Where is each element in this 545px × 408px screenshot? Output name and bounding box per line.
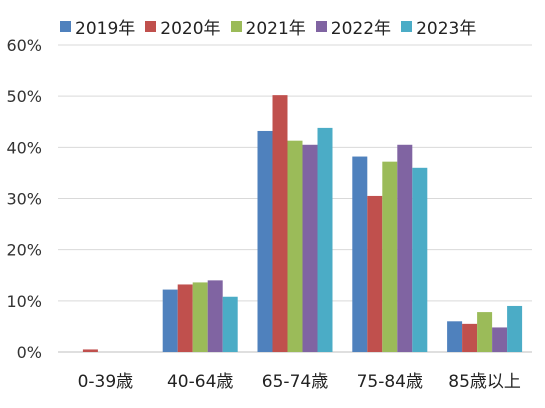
y-tick-label: 60% [6,36,42,55]
bar [162,289,178,352]
bars [82,95,523,352]
legend-item: 2021年 [230,14,306,39]
bar [287,140,303,352]
bar [367,195,383,352]
bar [317,127,333,352]
legend-label: 2019年 [75,19,136,39]
legend-swatch [145,21,157,32]
bar [302,144,318,352]
bar [507,305,523,352]
legend-label: 2020年 [160,19,221,39]
x-tick-label: 0-39歳 [78,372,134,392]
bar [382,161,398,352]
bar [272,95,288,352]
legend-swatch [230,21,242,32]
legend-swatch [315,21,327,32]
bar [207,280,223,352]
y-axis: 0% 10% 20% 30% 40% 50% 60% [6,36,42,362]
y-tick-label: 30% [6,190,42,209]
bar [477,312,493,352]
y-tick-label: 10% [6,292,42,311]
legend-label: 2021年 [245,19,306,39]
bar [462,323,478,352]
bar [82,349,98,352]
bar [447,321,463,352]
bar [257,130,273,352]
y-tick-label: 20% [6,241,42,260]
legend-label: 2023年 [416,19,477,39]
y-tick-label: 0% [17,343,42,362]
y-tick-label: 40% [6,138,42,157]
bar [397,144,413,352]
x-tick-label: 65-74歳 [262,372,328,392]
legend-item: 2023年 [401,14,476,39]
y-tick-label: 50% [6,87,42,106]
legend-item: 2019年 [60,14,135,39]
bar [412,167,428,352]
legend-item: 2020年 [145,14,221,39]
legend: 2019年 2020年 2021年 2022年 2023年 [60,14,486,39]
x-tick-label: 75-84歳 [357,372,423,392]
x-tick-label: 85歳以上 [448,372,521,392]
legend-swatch [60,21,71,32]
bar [492,327,508,352]
legend-label: 2022年 [330,19,392,39]
bar [177,284,193,352]
legend-swatch [401,21,413,32]
legend-item: 2022年 [315,14,392,39]
bar [352,156,368,352]
x-axis: 0-39歳 40-64歳 65-74歳 75-84歳 85歳以上 [78,372,521,392]
bar [192,282,208,352]
bar [222,296,238,352]
x-tick-label: 40-64歳 [167,372,233,392]
